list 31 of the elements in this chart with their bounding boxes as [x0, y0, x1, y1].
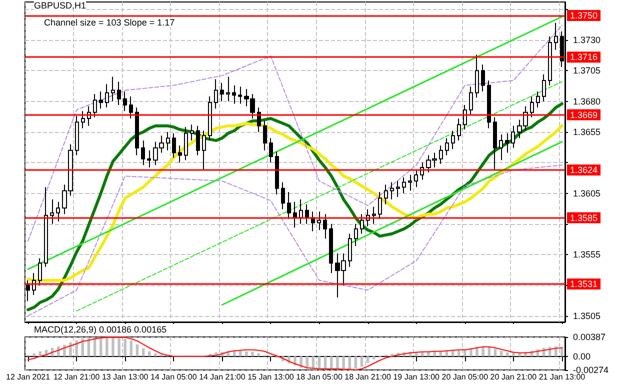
- x-tick-label: 12 Jan 2021: [6, 372, 51, 382]
- x-tick-label: 20 Jan 05:00: [442, 372, 489, 382]
- y-tick-label: -0.00274: [573, 365, 609, 375]
- ref-line-label: 1.3624: [570, 164, 598, 175]
- ref-line-label: 1.3716: [570, 52, 598, 62]
- chart-title: GBPUSD,H1: [34, 0, 86, 10]
- x-tick-label: 14 Jan 21:00: [199, 372, 246, 382]
- chart-title: MACD(12,26,9) 0.00186 0.00165: [34, 324, 167, 334]
- y-tick-label: 1.3705: [573, 66, 601, 76]
- y-tick-label: 1.3730: [573, 35, 601, 46]
- y-tick-label: 1.3655: [573, 126, 601, 137]
- y-tick-label: 0.00387: [573, 332, 606, 342]
- x-tick-label: 20 Jan 21:00: [490, 372, 538, 382]
- y-tick-label: 1.3605: [573, 188, 601, 198]
- x-tick-label: 15 Jan 13:00: [248, 372, 294, 382]
- y-tick-label: 1.3555: [573, 250, 601, 260]
- x-tick-label: 18 Jan 21:00: [344, 372, 392, 382]
- x-tick-label: 19 Jan 13:00: [393, 372, 440, 382]
- y-tick-label: 1.3680: [573, 96, 601, 106]
- x-tick-label: 14 Jan 05:00: [150, 372, 198, 382]
- ref-line-label: 1.3669: [570, 110, 598, 120]
- ref-line-label: 1.3585: [570, 212, 598, 223]
- x-tick-label: 21 Jan 13:00: [538, 372, 586, 382]
- x-tick-label: 13 Jan 13:00: [102, 372, 149, 382]
- x-tick-label: 12 Jan 21:00: [53, 372, 100, 382]
- ref-line-label: 1.3531: [570, 278, 598, 289]
- y-tick-label: 0.00: [573, 351, 591, 362]
- ref-line-label: 1.3750: [570, 10, 598, 20]
- annotation: Channel size = 103 Slope = 1.17: [44, 18, 175, 28]
- x-tick-label: 18 Jan 05:00: [296, 372, 343, 382]
- y-tick-label: 1.3505: [573, 310, 601, 321]
